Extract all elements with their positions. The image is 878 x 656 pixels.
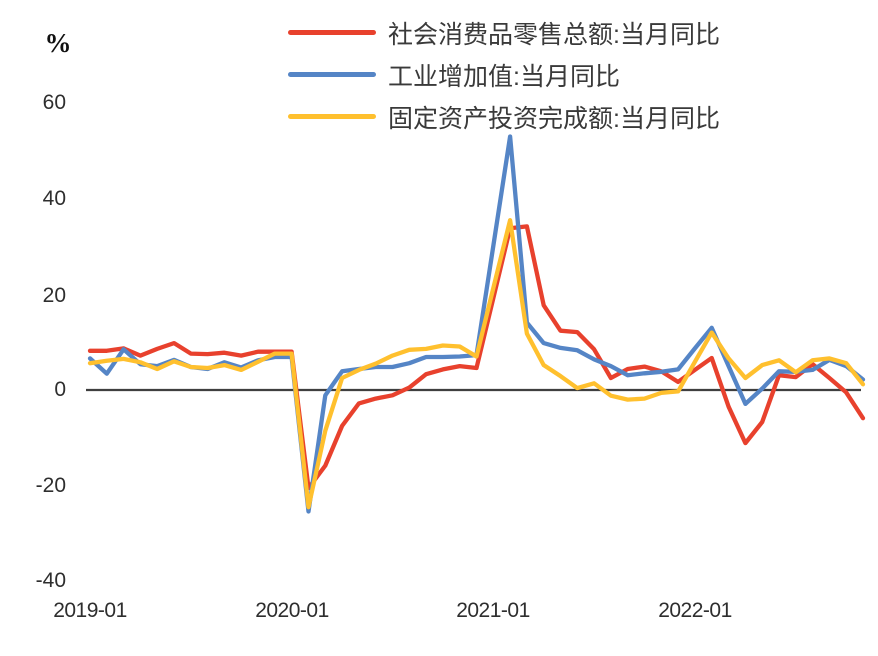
series-line-0: [87, 224, 866, 491]
retail-sales-line-swatch-icon: [288, 30, 376, 35]
fixed-asset-investment-line-swatch-icon: [288, 114, 376, 119]
y-axis-tick-60: 60: [42, 91, 66, 114]
legend-label-fixed-asset-investment: 固定资产投资完成额:当月同比: [388, 104, 720, 133]
y-axis-tick-20: 20: [42, 284, 66, 307]
x-axis-tick-2020: 2020-01: [255, 599, 329, 622]
y-axis-tick-neg20: -20: [35, 474, 66, 497]
y-axis-tick-0: 0: [54, 378, 66, 401]
series-lines: [87, 134, 866, 514]
legend-label-industrial-output: 工业增加值:当月同比: [388, 62, 620, 91]
y-axis-tick-neg40: -40: [35, 569, 66, 592]
legend: 社会消费品零售总额:当月同比 工业增加值:当月同比 固定资产投资完成额:当月同比: [288, 17, 720, 143]
series-line-2: [87, 218, 866, 510]
legend-label-retail-sales: 社会消费品零售总额:当月同比: [388, 20, 720, 49]
x-axis-tick-2019: 2019-01: [53, 599, 127, 622]
x-axis-tick-2022: 2022-01: [658, 599, 732, 622]
y-axis-unit-label: %: [44, 28, 72, 58]
legend-item-fixed-asset-investment: 固定资产投资完成额:当月同比: [288, 101, 720, 133]
legend-item-retail-sales: 社会消费品零售总额:当月同比: [288, 17, 720, 49]
x-axis-tick-2021: 2021-01: [456, 599, 530, 622]
industrial-output-line-swatch-icon: [288, 72, 376, 77]
series-line-1: [87, 134, 866, 514]
y-axis-tick-40: 40: [42, 187, 66, 210]
legend-item-industrial-output: 工业增加值:当月同比: [288, 59, 720, 91]
